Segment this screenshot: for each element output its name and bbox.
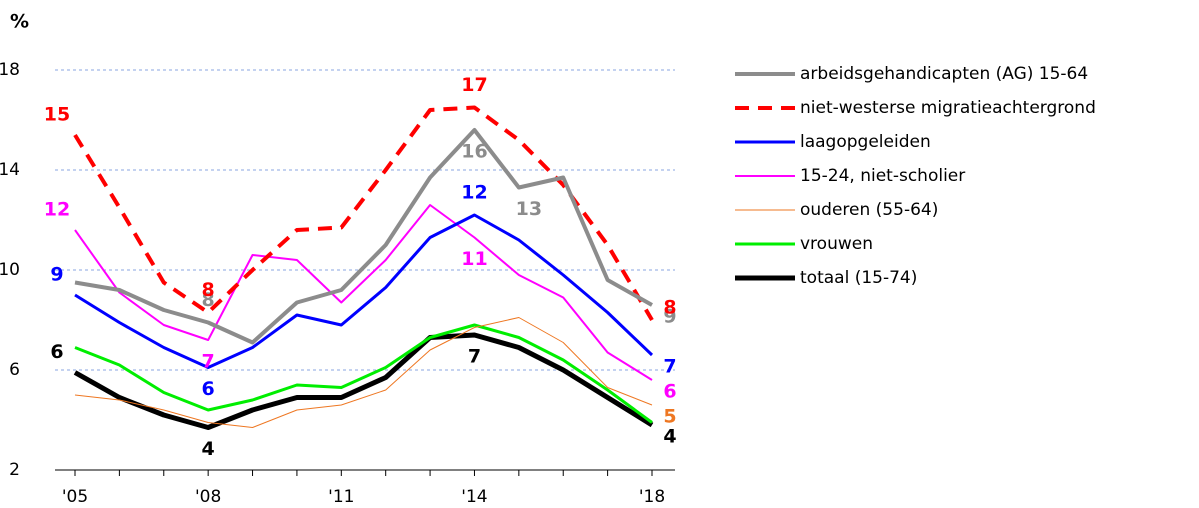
value-label: 6 [202, 378, 215, 400]
value-label: 8 [202, 279, 215, 301]
value-label: 16 [461, 141, 487, 163]
x-tick-label: '18 [639, 487, 665, 507]
legend-label: arbeidsgehandicapten (AG) 15-64 [800, 64, 1088, 84]
value-label: 7 [468, 346, 481, 368]
series-line [73, 332, 654, 430]
y-tick-label: 14 [0, 160, 20, 180]
value-label: 8 [202, 289, 215, 311]
series-line [73, 105, 654, 322]
legend-label: niet-westerse migratieachtergrond [800, 98, 1096, 118]
legend-label: vrouwen [800, 234, 873, 254]
x-tick-label: '05 [62, 487, 88, 507]
legend-label: ouderen (55-64) [800, 200, 938, 220]
value-label: 15 [44, 104, 70, 126]
value-label: 13 [516, 198, 542, 220]
value-label: 12 [461, 182, 487, 204]
value-label: 6 [663, 381, 676, 403]
value-label: 17 [461, 74, 487, 96]
x-tick-label: '11 [328, 487, 354, 507]
value-label: 12 [44, 199, 70, 221]
legend-label: laagopgeleiden [800, 132, 931, 152]
value-label: 6 [50, 341, 63, 363]
legend-label: totaal (15-74) [800, 268, 917, 288]
value-label: 7 [663, 356, 676, 378]
y-tick-label: 18 [0, 60, 20, 80]
value-label: 9 [663, 306, 676, 328]
y-tick-label: 10 [0, 260, 20, 280]
series-line [74, 323, 653, 424]
x-tick-label: '14 [461, 487, 487, 507]
value-label: 4 [663, 426, 676, 448]
y-axis-label: % [10, 11, 29, 33]
value-label: 5 [663, 406, 676, 428]
y-tick-label: 2 [9, 460, 20, 480]
y-tick-label: 6 [9, 360, 20, 380]
x-tick-label: '08 [195, 487, 221, 507]
series-line [74, 213, 654, 369]
value-label: 8 [663, 297, 676, 319]
series-line [74, 317, 653, 428]
legend-label: 15-24, niet-scholier [800, 166, 965, 186]
value-label: 11 [461, 248, 487, 270]
value-label: 4 [202, 438, 215, 460]
series-line [74, 204, 653, 381]
series-line [74, 128, 653, 345]
value-label: 9 [50, 264, 63, 286]
value-label: 7 [202, 351, 215, 373]
